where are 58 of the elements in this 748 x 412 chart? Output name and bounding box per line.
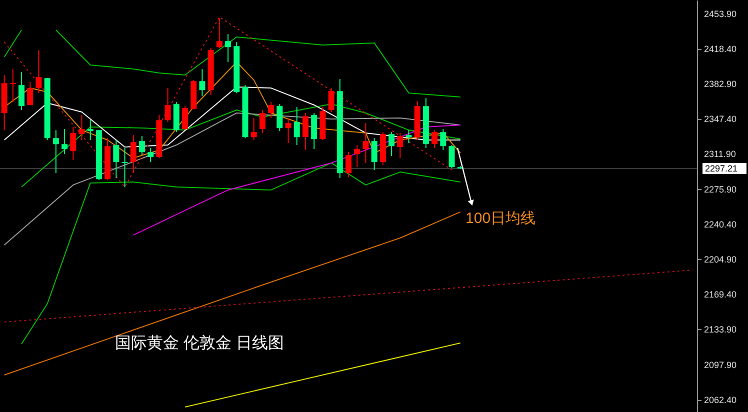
line-series — [4, 211, 461, 376]
candlestick — [164, 88, 171, 123]
candlestick — [285, 118, 292, 144]
line-series — [132, 124, 461, 236]
candlestick — [87, 120, 94, 141]
candlestick — [216, 18, 222, 49]
candlestick — [62, 128, 68, 155]
candlestick — [259, 110, 266, 134]
candlestick — [302, 112, 308, 151]
candlestick — [448, 144, 455, 169]
y-tick-label: 2097.90 — [704, 360, 737, 370]
y-tick-label: 2169.40 — [704, 289, 737, 300]
candlestick — [10, 68, 16, 103]
candlestick — [130, 134, 136, 174]
annotation: 100日均线 — [466, 210, 536, 227]
line-series — [4, 16, 452, 188]
candlestick — [199, 68, 206, 97]
candlestick — [276, 104, 283, 132]
y-tick-label: 2204.90 — [704, 254, 737, 264]
line-series — [4, 86, 461, 148]
candlestick — [52, 130, 59, 174]
candlestick — [328, 88, 334, 113]
y-tick-label: 2347.40 — [704, 114, 737, 124]
candlestick — [397, 132, 404, 159]
candlestick — [250, 118, 257, 141]
candlestick — [182, 106, 188, 131]
candlestick — [138, 136, 145, 156]
y-tick-label: 2418.40 — [704, 44, 737, 54]
candlestick — [406, 130, 412, 144]
candlestick — [113, 140, 120, 179]
candlestick — [432, 130, 438, 149]
candlestick — [440, 128, 446, 151]
y-tick-label: 2311.90 — [704, 148, 736, 159]
candlestick — [78, 114, 85, 141]
line-series — [4, 112, 461, 246]
line-series — [55, 29, 461, 98]
candlestick — [70, 126, 76, 161]
candlestick — [225, 34, 232, 63]
candlestick — [294, 106, 300, 146]
y-tick-label: 2382.90 — [704, 78, 737, 89]
candlestick — [362, 122, 369, 164]
candlestick — [388, 132, 395, 157]
candlestick — [27, 82, 34, 106]
candlestick — [371, 138, 378, 171]
candlestick — [346, 152, 352, 178]
y-tick-label: 2133.90 — [704, 324, 737, 334]
ref-line-label: 2297.21 — [705, 163, 738, 174]
candlestick — [36, 50, 42, 94]
candlestick — [354, 144, 360, 168]
y-tick-label: 2240.40 — [704, 219, 737, 230]
candlestick — [18, 72, 25, 111]
y-tick-label: 2062.40 — [704, 394, 737, 405]
candlestick — [268, 102, 274, 119]
candlestick — [148, 148, 154, 163]
candlestick — [122, 148, 128, 188]
y-tick-label: 2453.90 — [704, 9, 737, 19]
y-tick-label: 2275.90 — [704, 184, 737, 194]
annotation: 国际黄金 伦敦金 日线图 — [115, 334, 284, 352]
